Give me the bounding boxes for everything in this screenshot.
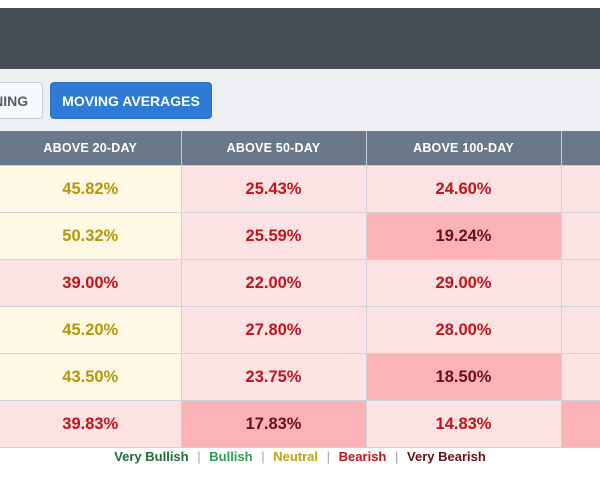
table-cell-bearish: 29.00% xyxy=(366,259,562,307)
table-cell-neutral: 45.20% xyxy=(0,306,182,354)
legend-very-bearish: Very Bearish xyxy=(407,449,486,464)
table-row: 45.82% 25.43% 24.60% xyxy=(0,165,600,213)
table-row: 45.20% 27.80% 28.00% xyxy=(0,306,600,354)
legend-separator: | xyxy=(197,449,201,464)
sentiment-legend: Very Bullish | Bullish | Neutral | Beari… xyxy=(0,449,600,464)
table-header-row: ABOVE 20-DAY ABOVE 50-DAY ABOVE 100-DAY xyxy=(0,131,600,166)
column-header-above-50-day[interactable]: ABOVE 50-DAY xyxy=(181,131,367,166)
table-cell-bearish: 25.59% xyxy=(181,212,367,260)
table-cell-bearish xyxy=(561,259,600,307)
table-cell-bearish: 39.00% xyxy=(0,259,182,307)
legend-separator: | xyxy=(261,449,265,464)
legend-bearish: Bearish xyxy=(338,449,387,464)
moving-averages-table: ABOVE 20-DAY ABOVE 50-DAY ABOVE 100-DAY … xyxy=(0,131,600,448)
table-cell-neutral: 45.82% xyxy=(0,165,182,213)
column-header-above-100-day[interactable]: ABOVE 100-DAY xyxy=(366,131,562,166)
legend-separator: | xyxy=(395,449,399,464)
table-cell-bearish: 14.83% xyxy=(366,400,562,448)
table-cell-verybearish xyxy=(561,400,600,448)
tab-screening-label: SCREENING xyxy=(0,92,29,109)
tab-moving-averages[interactable]: MOVING AVERAGES xyxy=(50,82,212,119)
table-cell-verybearish: 18.50% xyxy=(366,353,562,401)
table-cell-bearish xyxy=(561,165,600,213)
column-header-next[interactable] xyxy=(561,131,600,166)
table-row: 43.50% 23.75% 18.50% xyxy=(0,353,600,401)
legend-bullish: Bullish xyxy=(209,449,253,464)
table-row: 39.83% 17.83% 14.83% xyxy=(0,400,600,448)
table-cell-bearish: 39.83% xyxy=(0,400,182,448)
legend-neutral: Neutral xyxy=(273,449,319,464)
table-cell-bearish: 25.43% xyxy=(181,165,367,213)
table-cell-neutral: 43.50% xyxy=(0,353,182,401)
tab-screening[interactable]: SCREENING xyxy=(0,82,43,119)
table-cell-bearish xyxy=(561,306,600,354)
table-cell-bearish: 23.75% xyxy=(181,353,367,401)
legend-separator: | xyxy=(326,449,331,464)
table-cell-bearish: 28.00% xyxy=(366,306,562,354)
table-cell-bearish: 27.80% xyxy=(181,306,367,354)
table-row: 39.00% 22.00% 29.00% xyxy=(0,259,600,307)
table-row: 50.32% 25.59% 19.24% xyxy=(0,212,600,260)
table-cell-neutral: 50.32% xyxy=(0,212,182,260)
tab-bar: SCREENING MOVING AVERAGES xyxy=(0,69,600,136)
tab-moving-averages-label: MOVING AVERAGES xyxy=(62,92,200,109)
table-cell-bearish xyxy=(561,353,600,401)
table-cell-verybearish: 17.83% xyxy=(181,400,367,448)
table-cell-bearish: 24.60% xyxy=(366,165,562,213)
table-cell-bearish: 22.00% xyxy=(181,259,367,307)
legend-very-bullish: Very Bullish xyxy=(114,449,189,464)
table-cell-bearish xyxy=(561,212,600,260)
column-header-above-20-day[interactable]: ABOVE 20-DAY xyxy=(0,131,182,166)
table-cell-verybearish: 19.24% xyxy=(366,212,562,260)
top-header-bar xyxy=(0,8,600,69)
